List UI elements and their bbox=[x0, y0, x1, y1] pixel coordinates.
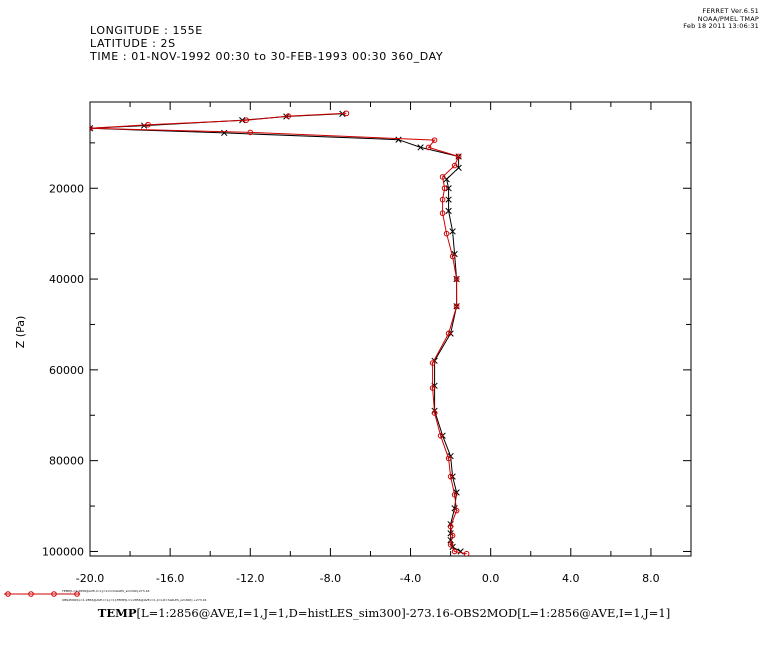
x-marker-stroke bbox=[445, 207, 452, 215]
data-point-circle bbox=[463, 550, 470, 556]
header-latitude: LATITUDE : 2S bbox=[90, 37, 176, 50]
data-point-circle bbox=[439, 196, 446, 203]
data-point-circle bbox=[453, 276, 460, 282]
axes bbox=[89, 101, 692, 557]
data-point-circle bbox=[451, 491, 458, 498]
data-point-circle bbox=[447, 541, 454, 548]
plot-header: LONGITUDE : 155E LATITUDE : 2S TIME : 01… bbox=[90, 24, 443, 63]
x-tick-label: 8.0 bbox=[642, 572, 660, 585]
x-marker-stroke bbox=[457, 548, 464, 555]
tick-labels: -20.0 -16.0 -12.0 -8.0 -4.0 0.0 4.0 8.0 20000 400… bbox=[42, 182, 660, 585]
x-marker-stroke bbox=[445, 185, 452, 192]
data-point-circle bbox=[451, 548, 458, 555]
data-point-circle bbox=[443, 230, 450, 237]
x-marker-stroke bbox=[417, 144, 424, 151]
x-tick-label: -12.0 bbox=[236, 572, 264, 585]
legend-label-2: OBS2MOD[L=1:2856@AVE,I=1,J=1]-TEMP[L=1:2… bbox=[62, 598, 207, 602]
y-tick-label: 60000 bbox=[49, 364, 84, 377]
series-line bbox=[90, 113, 461, 552]
y-axis-title: Z (Pa) bbox=[14, 316, 27, 349]
series-1 bbox=[90, 110, 464, 555]
x-marker-stroke bbox=[449, 543, 456, 551]
data-point-circle bbox=[445, 455, 452, 462]
data-point-circle bbox=[429, 385, 436, 391]
series-2 bbox=[90, 110, 470, 556]
data-point-circle bbox=[455, 153, 462, 160]
data-point-x bbox=[395, 136, 402, 143]
data-point-circle bbox=[90, 125, 93, 132]
ferret-stamp: FERRET Ver.6.51 NOAA/PMEL TMAP Feb 18 20… bbox=[683, 7, 759, 31]
stamp-date: Feb 18 2011 13:06:31 bbox=[683, 22, 759, 30]
caption-expression: [L=1:2856@AVE,I=1,J=1,D=histLES_sim300]-… bbox=[136, 606, 671, 620]
y-tick-label: 40000 bbox=[49, 273, 84, 286]
x-marker-stroke bbox=[395, 136, 402, 143]
data-point-x bbox=[445, 196, 452, 203]
data-point-x bbox=[417, 144, 424, 151]
x-marker-stroke bbox=[455, 164, 462, 171]
x-tick-label: -16.0 bbox=[156, 572, 184, 585]
x-tick-label: -20.0 bbox=[76, 572, 104, 585]
x-marker-stroke bbox=[221, 129, 228, 137]
plot-frame bbox=[89, 101, 692, 557]
x-marker-stroke bbox=[445, 196, 452, 203]
data-point-circle bbox=[449, 532, 456, 539]
stamp-org: NOAA/PMEL TMAP bbox=[697, 14, 759, 23]
plot-caption: TEMP[L=1:2856@AVE,I=1,J=1,D=histLES_sim3… bbox=[0, 606, 768, 620]
data-point-circle bbox=[343, 110, 350, 117]
data-point-circle bbox=[285, 113, 292, 119]
legend-label-1: TEMP[L=1:2856@AVE,I=1,J=1,D=histLES_sim3… bbox=[61, 589, 149, 593]
data-point-circle bbox=[439, 174, 446, 180]
data-point-circle bbox=[437, 432, 444, 439]
data-series bbox=[90, 110, 470, 556]
y-tick-label: 100000 bbox=[42, 545, 84, 558]
caption-variable: TEMP bbox=[97, 606, 137, 620]
x-tick-label: 4.0 bbox=[562, 572, 580, 585]
x-marker-stroke bbox=[447, 530, 454, 537]
data-point-circle bbox=[453, 507, 460, 514]
y-tick-label: 80000 bbox=[49, 455, 84, 468]
axis-ticks bbox=[89, 102, 692, 556]
data-point-circle bbox=[247, 129, 254, 136]
x-marker-stroke bbox=[449, 228, 456, 235]
data-point-circle bbox=[447, 523, 454, 530]
data-point-x bbox=[221, 129, 228, 137]
data-point-x bbox=[449, 228, 456, 235]
data-point-circle bbox=[445, 330, 452, 337]
data-point-circle bbox=[243, 117, 250, 123]
x-tick-label: -8.0 bbox=[320, 572, 341, 585]
data-point-circle bbox=[431, 137, 438, 143]
series-line bbox=[90, 112, 467, 555]
data-point-circle bbox=[451, 162, 458, 169]
legend-marker-2 bbox=[28, 591, 34, 597]
legend-marker-3 bbox=[51, 591, 57, 597]
header-time: TIME : 01-NOV-1992 00:30 to 30-FEB-1993 … bbox=[90, 50, 444, 63]
data-point-x bbox=[445, 207, 452, 215]
data-point-circle bbox=[439, 210, 446, 217]
header-longitude: LONGITUDE : 155E bbox=[90, 24, 203, 37]
x-tick-label: -4.0 bbox=[400, 572, 421, 585]
data-point-x bbox=[445, 185, 452, 192]
data-point-circle bbox=[449, 253, 456, 260]
stamp-version: FERRET Ver.6.51 bbox=[702, 7, 759, 15]
data-point-circle bbox=[431, 410, 438, 416]
x-tick-label: 0.0 bbox=[482, 572, 500, 585]
y-tick-label: 20000 bbox=[49, 182, 84, 195]
x-marker-stroke bbox=[443, 176, 450, 183]
legend-marker-4 bbox=[74, 591, 80, 597]
legend-marker-1 bbox=[5, 591, 11, 597]
data-point-circle bbox=[429, 360, 436, 366]
legend: TEMP[L=1:2856@AVE,I=1,J=1,D=histLES_sim3… bbox=[4, 589, 207, 602]
data-point-circle bbox=[441, 185, 448, 192]
data-point-circle bbox=[425, 144, 432, 151]
data-point-circle bbox=[145, 121, 151, 128]
data-point-circle bbox=[453, 303, 460, 310]
data-point-circle bbox=[447, 473, 454, 480]
